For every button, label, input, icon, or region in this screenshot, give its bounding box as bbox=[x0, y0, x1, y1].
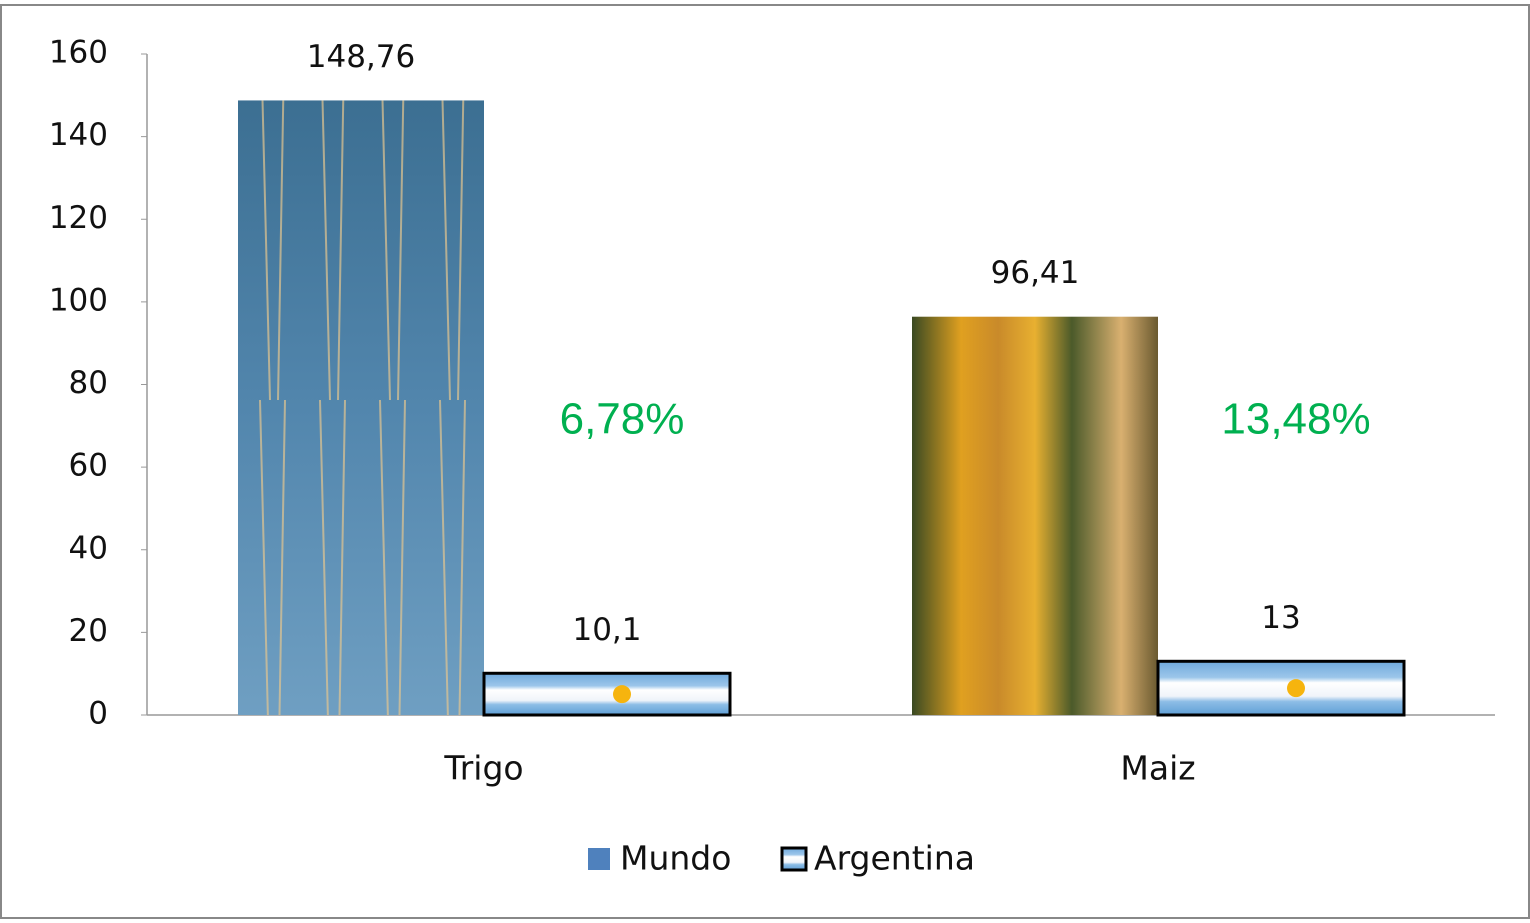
flag-sun bbox=[1287, 679, 1305, 698]
annotation: 6,78% bbox=[560, 395, 685, 444]
y-tick-label: 0 bbox=[88, 696, 108, 732]
y-tick-label: 140 bbox=[49, 117, 108, 153]
y-tick-label: 120 bbox=[49, 200, 108, 236]
legend-label: Mundo bbox=[620, 839, 731, 878]
y-tick-label: 40 bbox=[69, 530, 108, 566]
value-label: 96,41 bbox=[991, 255, 1080, 291]
value-label: 148,76 bbox=[307, 39, 415, 75]
frame bbox=[0, 4, 1530, 919]
value-label: 13 bbox=[1261, 600, 1300, 636]
bar bbox=[1156, 659, 1406, 717]
legend-swatch bbox=[780, 846, 808, 872]
y-tick-label: 60 bbox=[69, 448, 108, 484]
legend-swatch bbox=[588, 848, 610, 870]
x-tick-label: Maiz bbox=[1120, 749, 1195, 788]
bar-texture bbox=[238, 100, 484, 716]
y-tick-label: 20 bbox=[69, 613, 108, 649]
bar bbox=[482, 671, 732, 717]
bar bbox=[912, 316, 1158, 715]
y-tick-label: 80 bbox=[69, 365, 108, 401]
flag-sun bbox=[613, 685, 631, 704]
annotation: 13,48% bbox=[1221, 395, 1370, 444]
y-tick-label: 160 bbox=[49, 35, 108, 71]
y-tick-label: 100 bbox=[49, 282, 108, 318]
legend-label: Argentina bbox=[814, 839, 975, 878]
x-tick-label: Trigo bbox=[443, 749, 523, 788]
value-label: 10,1 bbox=[572, 612, 641, 648]
